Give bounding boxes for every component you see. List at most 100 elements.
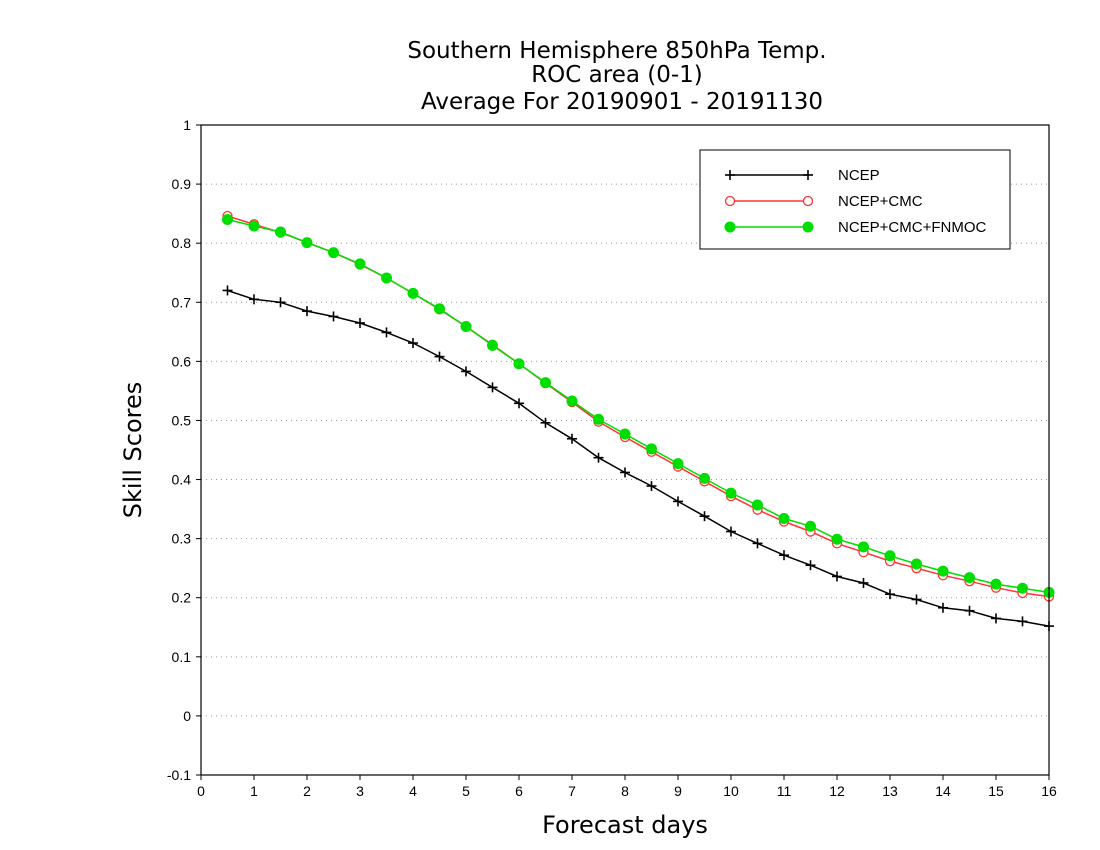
y-axis-label: Skill Scores	[119, 382, 147, 519]
data-point-ncep	[302, 306, 312, 317]
data-point-ncep-cmc-fnmoc	[381, 272, 392, 284]
legend-marker-ncep-cmc	[802, 195, 814, 207]
x-tick-label: 7	[568, 783, 576, 799]
data-point-ncep-cmc-fnmoc	[778, 513, 790, 525]
x-tick-label: 3	[356, 783, 364, 799]
data-point-ncep	[593, 452, 604, 463]
chart-title: Southern Hemisphere 850hPa Temp. ROC are…	[407, 38, 826, 115]
data-point-ncep-cmc-fnmoc	[248, 220, 260, 232]
series-ncep-cmc-fnmoc	[222, 214, 1055, 598]
data-point-ncep-cmc-fnmoc	[513, 358, 525, 370]
data-point-ncep-cmc-fnmoc	[222, 214, 233, 226]
data-point-ncep	[461, 366, 471, 377]
data-point-ncep-cmc-fnmoc	[831, 533, 843, 545]
data-point-ncep-cmc-fnmoc	[593, 413, 604, 425]
chart-title-line-1: Southern Hemisphere 850hPa Temp.	[407, 38, 826, 64]
chart-title-line-3: Average For 20190901 - 20191130	[421, 89, 823, 115]
data-point-ncep-cmc-fnmoc	[884, 550, 896, 562]
data-point-ncep	[514, 398, 524, 409]
x-tick-label: 1	[250, 783, 258, 799]
data-point-ncep	[779, 550, 789, 561]
legend-label-ncep-cmc-fnmoc: NCEP+CMC+FNMOC	[838, 219, 987, 236]
data-point-ncep	[832, 571, 842, 582]
series-ncep	[222, 285, 1054, 632]
data-point-ncep-cmc-fnmoc	[540, 377, 551, 389]
data-point-ncep	[355, 317, 365, 328]
y-tick-label: 0.9	[172, 176, 192, 192]
x-tick-label: 15	[988, 783, 1004, 799]
data-point-ncep-cmc-fnmoc	[752, 499, 763, 511]
data-point-ncep	[885, 589, 895, 600]
data-point-ncep	[487, 382, 498, 393]
x-tick-label: 9	[674, 783, 682, 799]
data-point-ncep-cmc-fnmoc	[460, 321, 472, 332]
x-tick-label: 10	[723, 783, 739, 799]
y-tick-label: 1	[183, 117, 191, 133]
x-tick-label: 8	[621, 783, 629, 799]
data-point-ncep	[673, 496, 683, 507]
legend-marker-ncep-cmc	[724, 195, 736, 207]
data-point-ncep	[328, 311, 339, 322]
data-point-ncep-cmc-fnmoc	[990, 578, 1002, 590]
data-point-ncep	[991, 613, 1001, 624]
data-point-ncep	[381, 327, 392, 338]
data-point-ncep-cmc-fnmoc	[911, 558, 922, 570]
data-point-ncep-cmc-fnmoc	[672, 458, 684, 470]
data-point-ncep	[752, 538, 763, 549]
data-point-ncep	[938, 602, 948, 613]
x-tick-label: 14	[935, 783, 951, 799]
y-tick-label: 0.5	[172, 412, 192, 428]
gridlines	[201, 183, 1049, 717]
x-tick-label: 12	[829, 783, 845, 799]
legend-marker-ncep-cmc-fnmoc	[724, 221, 736, 233]
y-tick-label: 0.6	[172, 353, 192, 369]
y-tick-label: 0.2	[172, 590, 192, 606]
y-tick-label: 0.3	[172, 531, 192, 547]
legend-box	[699, 149, 1011, 250]
data-point-ncep	[540, 417, 551, 428]
data-point-ncep	[964, 605, 975, 616]
plot-frame	[200, 124, 1050, 776]
data-point-ncep	[911, 594, 922, 605]
y-tick-label: -0.1	[167, 767, 191, 783]
data-point-ncep	[275, 297, 286, 308]
data-point-ncep-cmc-fnmoc	[858, 541, 869, 553]
data-point-ncep	[726, 526, 736, 537]
series-line-ncep-cmc-fnmoc	[227, 218, 1050, 594]
data-point-ncep-cmc-fnmoc	[725, 487, 737, 499]
data-point-ncep	[567, 433, 577, 444]
data-point-ncep	[805, 560, 816, 571]
data-point-ncep-cmc-fnmoc	[354, 258, 366, 270]
y-axis-ticks: -0.1 0 0.1 0.2 0.3 0.4 0.5 0.6 0.7 0.8 0.9 1	[167, 117, 201, 783]
y-tick-label: 0.8	[172, 235, 192, 251]
data-point-ncep-cmc-fnmoc	[699, 472, 710, 484]
x-axis-label: Forecast days	[542, 811, 708, 839]
plot-series	[222, 210, 1055, 632]
data-point-ncep-cmc-fnmoc	[1017, 582, 1028, 594]
data-point-ncep	[699, 511, 710, 522]
y-tick-label: 0.1	[172, 649, 192, 665]
x-tick-label: 4	[409, 783, 417, 799]
data-point-ncep	[434, 351, 445, 362]
series-ncep-cmc	[222, 210, 1055, 602]
data-point-ncep	[249, 294, 259, 305]
legend-marker-ncep	[803, 170, 813, 180]
y-tick-label: 0.4	[172, 472, 192, 488]
data-point-ncep-cmc-fnmoc	[646, 443, 657, 455]
data-point-ncep	[858, 577, 869, 588]
data-point-ncep-cmc-fnmoc	[301, 237, 313, 249]
legend-label-ncep: NCEP	[838, 167, 880, 184]
data-point-ncep-cmc-fnmoc	[964, 572, 975, 584]
legend-marker-ncep-cmc-fnmoc	[802, 221, 814, 233]
data-point-ncep-cmc-fnmoc	[619, 428, 631, 440]
data-point-ncep	[222, 285, 233, 296]
data-point-ncep	[646, 481, 657, 492]
data-point-ncep-cmc-fnmoc	[275, 226, 286, 238]
y-tick-label: 0	[183, 708, 191, 724]
x-tick-label: 6	[515, 783, 523, 799]
x-tick-label: 11	[777, 783, 792, 799]
x-tick-label: 5	[462, 783, 470, 799]
data-point-ncep	[1017, 616, 1028, 627]
data-point-ncep-cmc-fnmoc	[328, 247, 339, 259]
